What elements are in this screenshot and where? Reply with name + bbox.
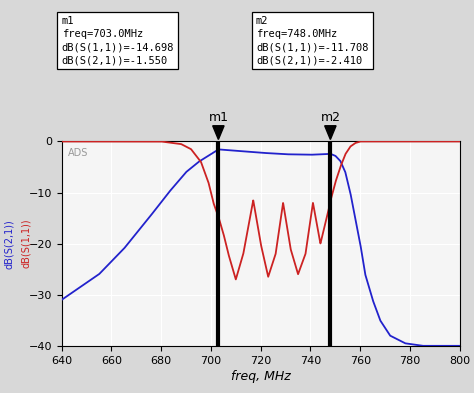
Text: m2: m2: [320, 111, 340, 124]
Text: ADS: ADS: [68, 148, 88, 158]
Text: m2
freq=748.0MHz
dB(S(1,1))=-11.708
dB(S(2,1))=-2.410: m2 freq=748.0MHz dB(S(1,1))=-11.708 dB(S…: [256, 16, 368, 65]
Text: dB(S(2,1)): dB(S(2,1)): [3, 219, 14, 268]
Text: dB(S(1,1)): dB(S(1,1)): [21, 219, 31, 268]
X-axis label: freq, MHz: freq, MHz: [231, 370, 291, 383]
Text: m1: m1: [209, 111, 228, 124]
Text: m1
freq=703.0MHz
dB(S(1,1))=-14.698
dB(S(2,1))=-1.550: m1 freq=703.0MHz dB(S(1,1))=-14.698 dB(S…: [62, 16, 174, 65]
